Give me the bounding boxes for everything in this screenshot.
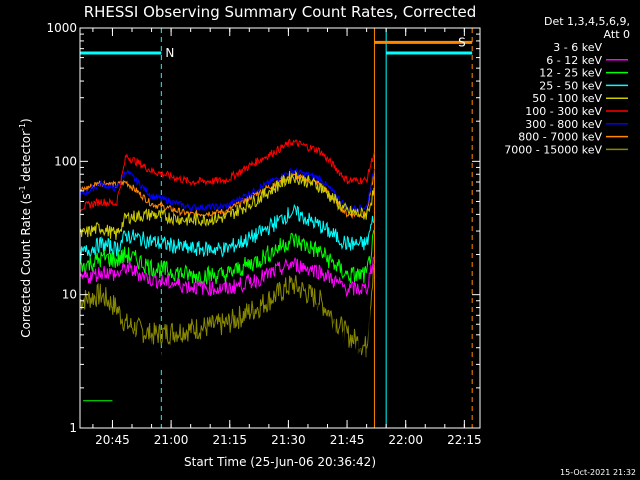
legend-header-line1: Det 1,3,4,5,6,9, xyxy=(544,15,630,28)
timestamp: 15-Oct-2021 21:32 xyxy=(560,468,636,477)
y-tick-label: 100 xyxy=(54,154,77,168)
legend-label: 100 - 300 keV xyxy=(525,105,602,118)
legend-label: 6 - 12 keV xyxy=(546,54,602,67)
x-tick-label: 22:15 xyxy=(447,433,482,447)
flag-label: N xyxy=(165,46,174,60)
series-line xyxy=(79,171,375,220)
y-axis-label-sup1: -1 xyxy=(18,185,27,193)
flag-bars: NS xyxy=(80,35,473,60)
series-line xyxy=(79,167,375,213)
y-axis-label-main: Corrected Count Rate (s xyxy=(19,193,33,337)
legend-label: 50 - 100 keV xyxy=(532,92,602,105)
y-axis-label: Corrected Count Rate (s-1 detector-1) xyxy=(18,118,33,337)
plot-frame xyxy=(79,27,481,429)
series-line xyxy=(79,229,375,285)
series-line xyxy=(79,203,375,262)
y-tick-label: 1000 xyxy=(46,21,77,35)
series-line xyxy=(79,273,371,429)
legend-header-line2: Att 0 xyxy=(604,28,630,41)
x-axis-label: Start Time (25-Jun-06 20:36:42) xyxy=(184,455,376,469)
y-axis-label-sup2: -1 xyxy=(18,123,27,131)
series-line xyxy=(79,138,375,212)
y-axis-label-mid: detector xyxy=(19,131,33,186)
x-tick-label: 20:45 xyxy=(95,433,130,447)
chart-title: RHESSI Observing Summary Count Rates, Co… xyxy=(84,3,477,21)
y-axis-label-end: ) xyxy=(19,118,33,123)
legend-label: 800 - 7000 keV xyxy=(518,131,602,144)
flag-label: S xyxy=(458,35,466,49)
x-tick-label: 21:45 xyxy=(330,433,365,447)
legend-label: 300 - 800 keV xyxy=(525,118,602,131)
series-line xyxy=(79,170,375,240)
x-tick-label: 21:15 xyxy=(212,433,247,447)
legend-label: 25 - 50 keV xyxy=(539,79,602,92)
legend-label: 12 - 25 keV xyxy=(539,67,602,80)
series-group xyxy=(79,138,375,429)
y-tick-label: 10 xyxy=(62,288,77,302)
legend-label: 7000 - 15000 keV xyxy=(504,143,602,156)
legend-label: 3 - 6 keV xyxy=(553,41,602,54)
x-axis-ticks: 20:45 21:00 21:15 21:30 21:45 22:00 22:15 xyxy=(92,28,482,447)
x-tick-label: 22:00 xyxy=(388,433,423,447)
x-tick-label: 21:30 xyxy=(271,433,306,447)
y-axis-ticks: 1 10 100 1000 xyxy=(46,21,480,435)
x-tick-label: 21:00 xyxy=(154,433,189,447)
y-tick-label: 1 xyxy=(69,421,77,435)
series-line xyxy=(79,256,375,297)
